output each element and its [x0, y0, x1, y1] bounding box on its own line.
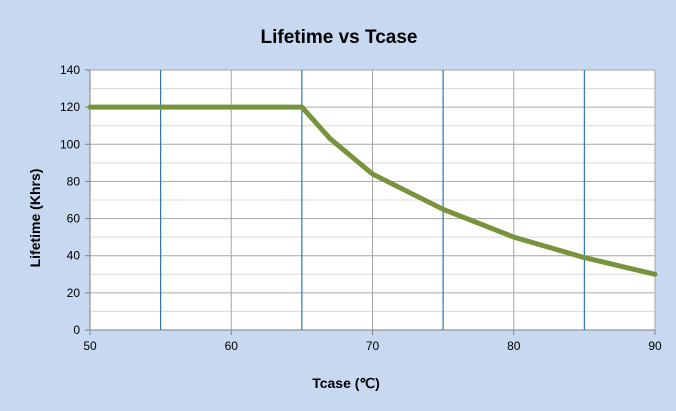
- y-tick-label: 120: [60, 100, 80, 114]
- y-tick-label: 140: [60, 63, 80, 77]
- y-tick-label: 80: [67, 174, 81, 188]
- y-axis-title: Lifetime (Khrs): [27, 169, 43, 268]
- x-tick-label: 70: [366, 339, 380, 353]
- x-axis-title: Tcase (℃): [312, 375, 380, 391]
- grid-lines: [90, 69, 656, 330]
- y-tick-label: 60: [67, 212, 81, 226]
- x-tick-label: 50: [83, 339, 97, 353]
- series-layer: [87, 104, 658, 277]
- y-tick-label: 20: [67, 286, 81, 300]
- lifetime-series-line: [87, 104, 658, 277]
- axes: [85, 69, 656, 335]
- x-tick-label: 90: [648, 339, 662, 353]
- chart-title: Lifetime vs Tcase: [260, 27, 417, 48]
- y-tick-label: 0: [73, 323, 80, 337]
- tick-labels: 0 20 40 60 80 100 120 140 50 60 70 80 90: [60, 63, 662, 353]
- y-tick-label: 100: [60, 137, 80, 151]
- x-tick-label: 60: [225, 339, 239, 353]
- y-tick-label: 40: [67, 249, 81, 263]
- x-tick-label: 80: [507, 339, 521, 353]
